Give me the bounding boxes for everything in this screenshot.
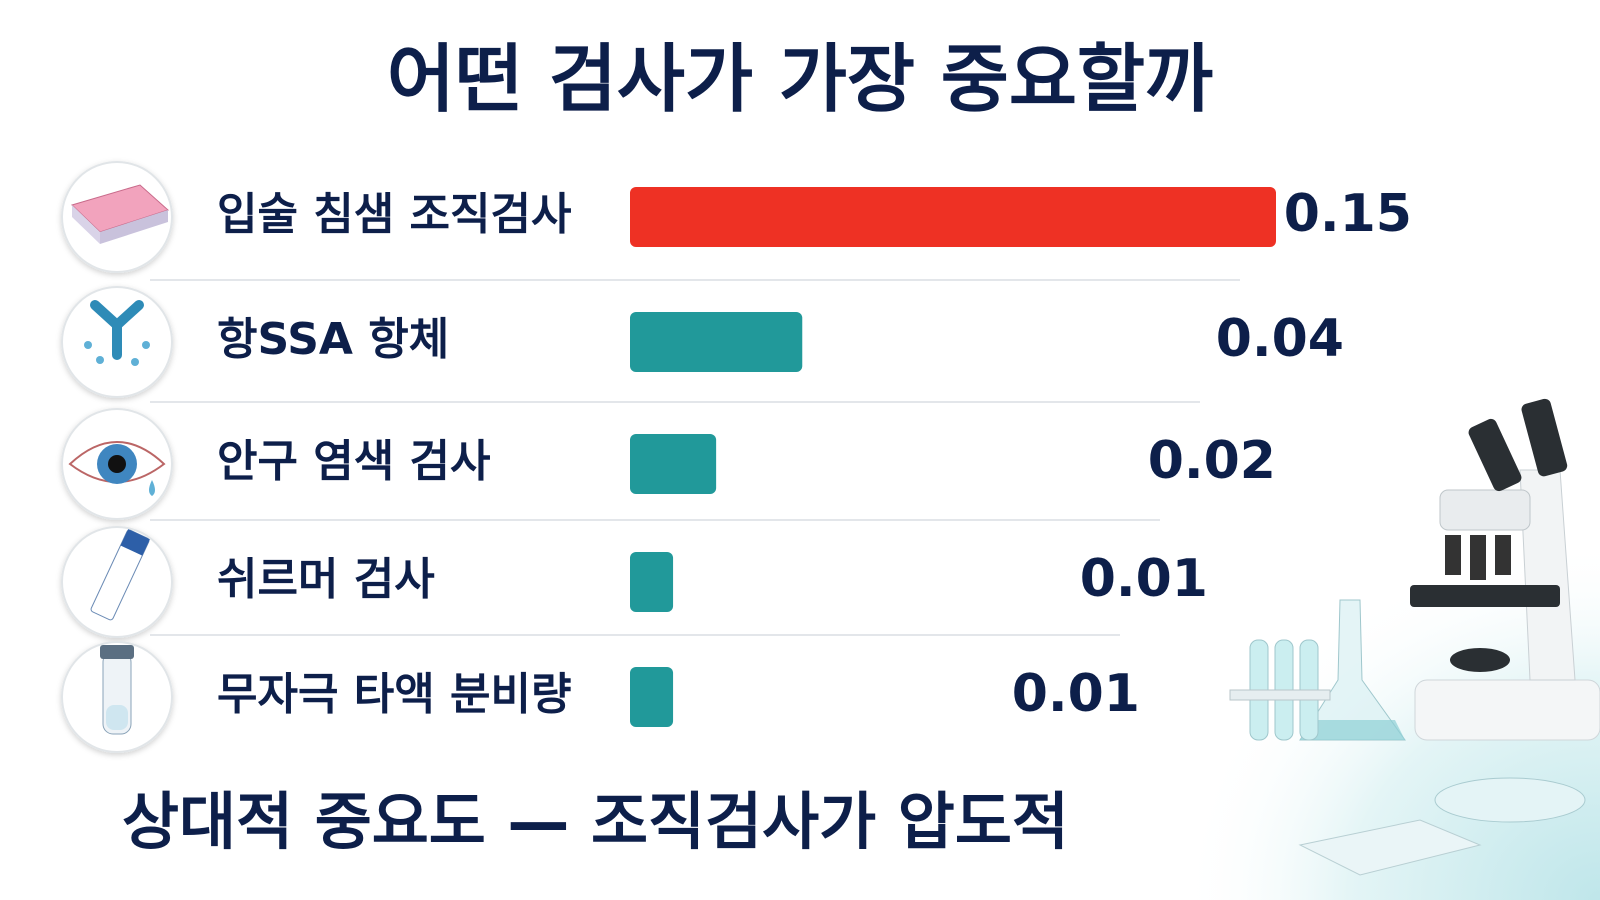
rows: 입술 침샘 조직검사 0.15 항SSA 항체 0.04 안구 염색 검사 0.02 쉬르머…: [61, 161, 1412, 753]
category-label: 안구 염색 검사: [217, 436, 491, 487]
category-label: 항SSA 항체: [217, 314, 449, 365]
icon-shape: [96, 356, 104, 364]
icon-shape: [100, 210, 168, 244]
category-icon: [61, 526, 173, 638]
icon-shape: [90, 300, 144, 360]
category-icon: [61, 286, 173, 398]
icon-shape: [142, 341, 150, 349]
category-label: 무자극 타액 분비량: [217, 669, 571, 720]
bar: [630, 667, 674, 727]
icon-shape: [108, 455, 126, 473]
icon-shape: [106, 705, 128, 730]
chart-title: 어떤 검사가 가장 중요할까: [387, 37, 1213, 123]
chart-subtitle: 상대적 중요도 — 조직검사가 압도적: [122, 785, 1069, 858]
category-label: 쉬르머 검사: [217, 554, 435, 605]
icon-shape: [131, 358, 139, 366]
icon-shape: [72, 205, 100, 244]
value-label: 0.01: [1080, 549, 1208, 609]
lab-illustration: [1229, 398, 1600, 876]
category-icon: [61, 408, 173, 520]
value-label: 0.15: [1284, 184, 1412, 244]
icon-shape: [100, 645, 134, 659]
category-icon: [61, 641, 173, 753]
bar: [630, 187, 1276, 247]
icon-shape: [84, 341, 92, 349]
bar: [630, 552, 674, 612]
bar: [630, 312, 803, 372]
category-icon: [61, 161, 173, 273]
value-label: 0.02: [1148, 431, 1276, 491]
icon-shape: [149, 480, 155, 496]
icon-shape: [120, 529, 150, 556]
bar: [630, 434, 717, 494]
category-label: 입술 침샘 조직검사: [217, 189, 571, 240]
value-label: 0.04: [1216, 309, 1344, 369]
value-label: 0.01: [1012, 664, 1140, 724]
